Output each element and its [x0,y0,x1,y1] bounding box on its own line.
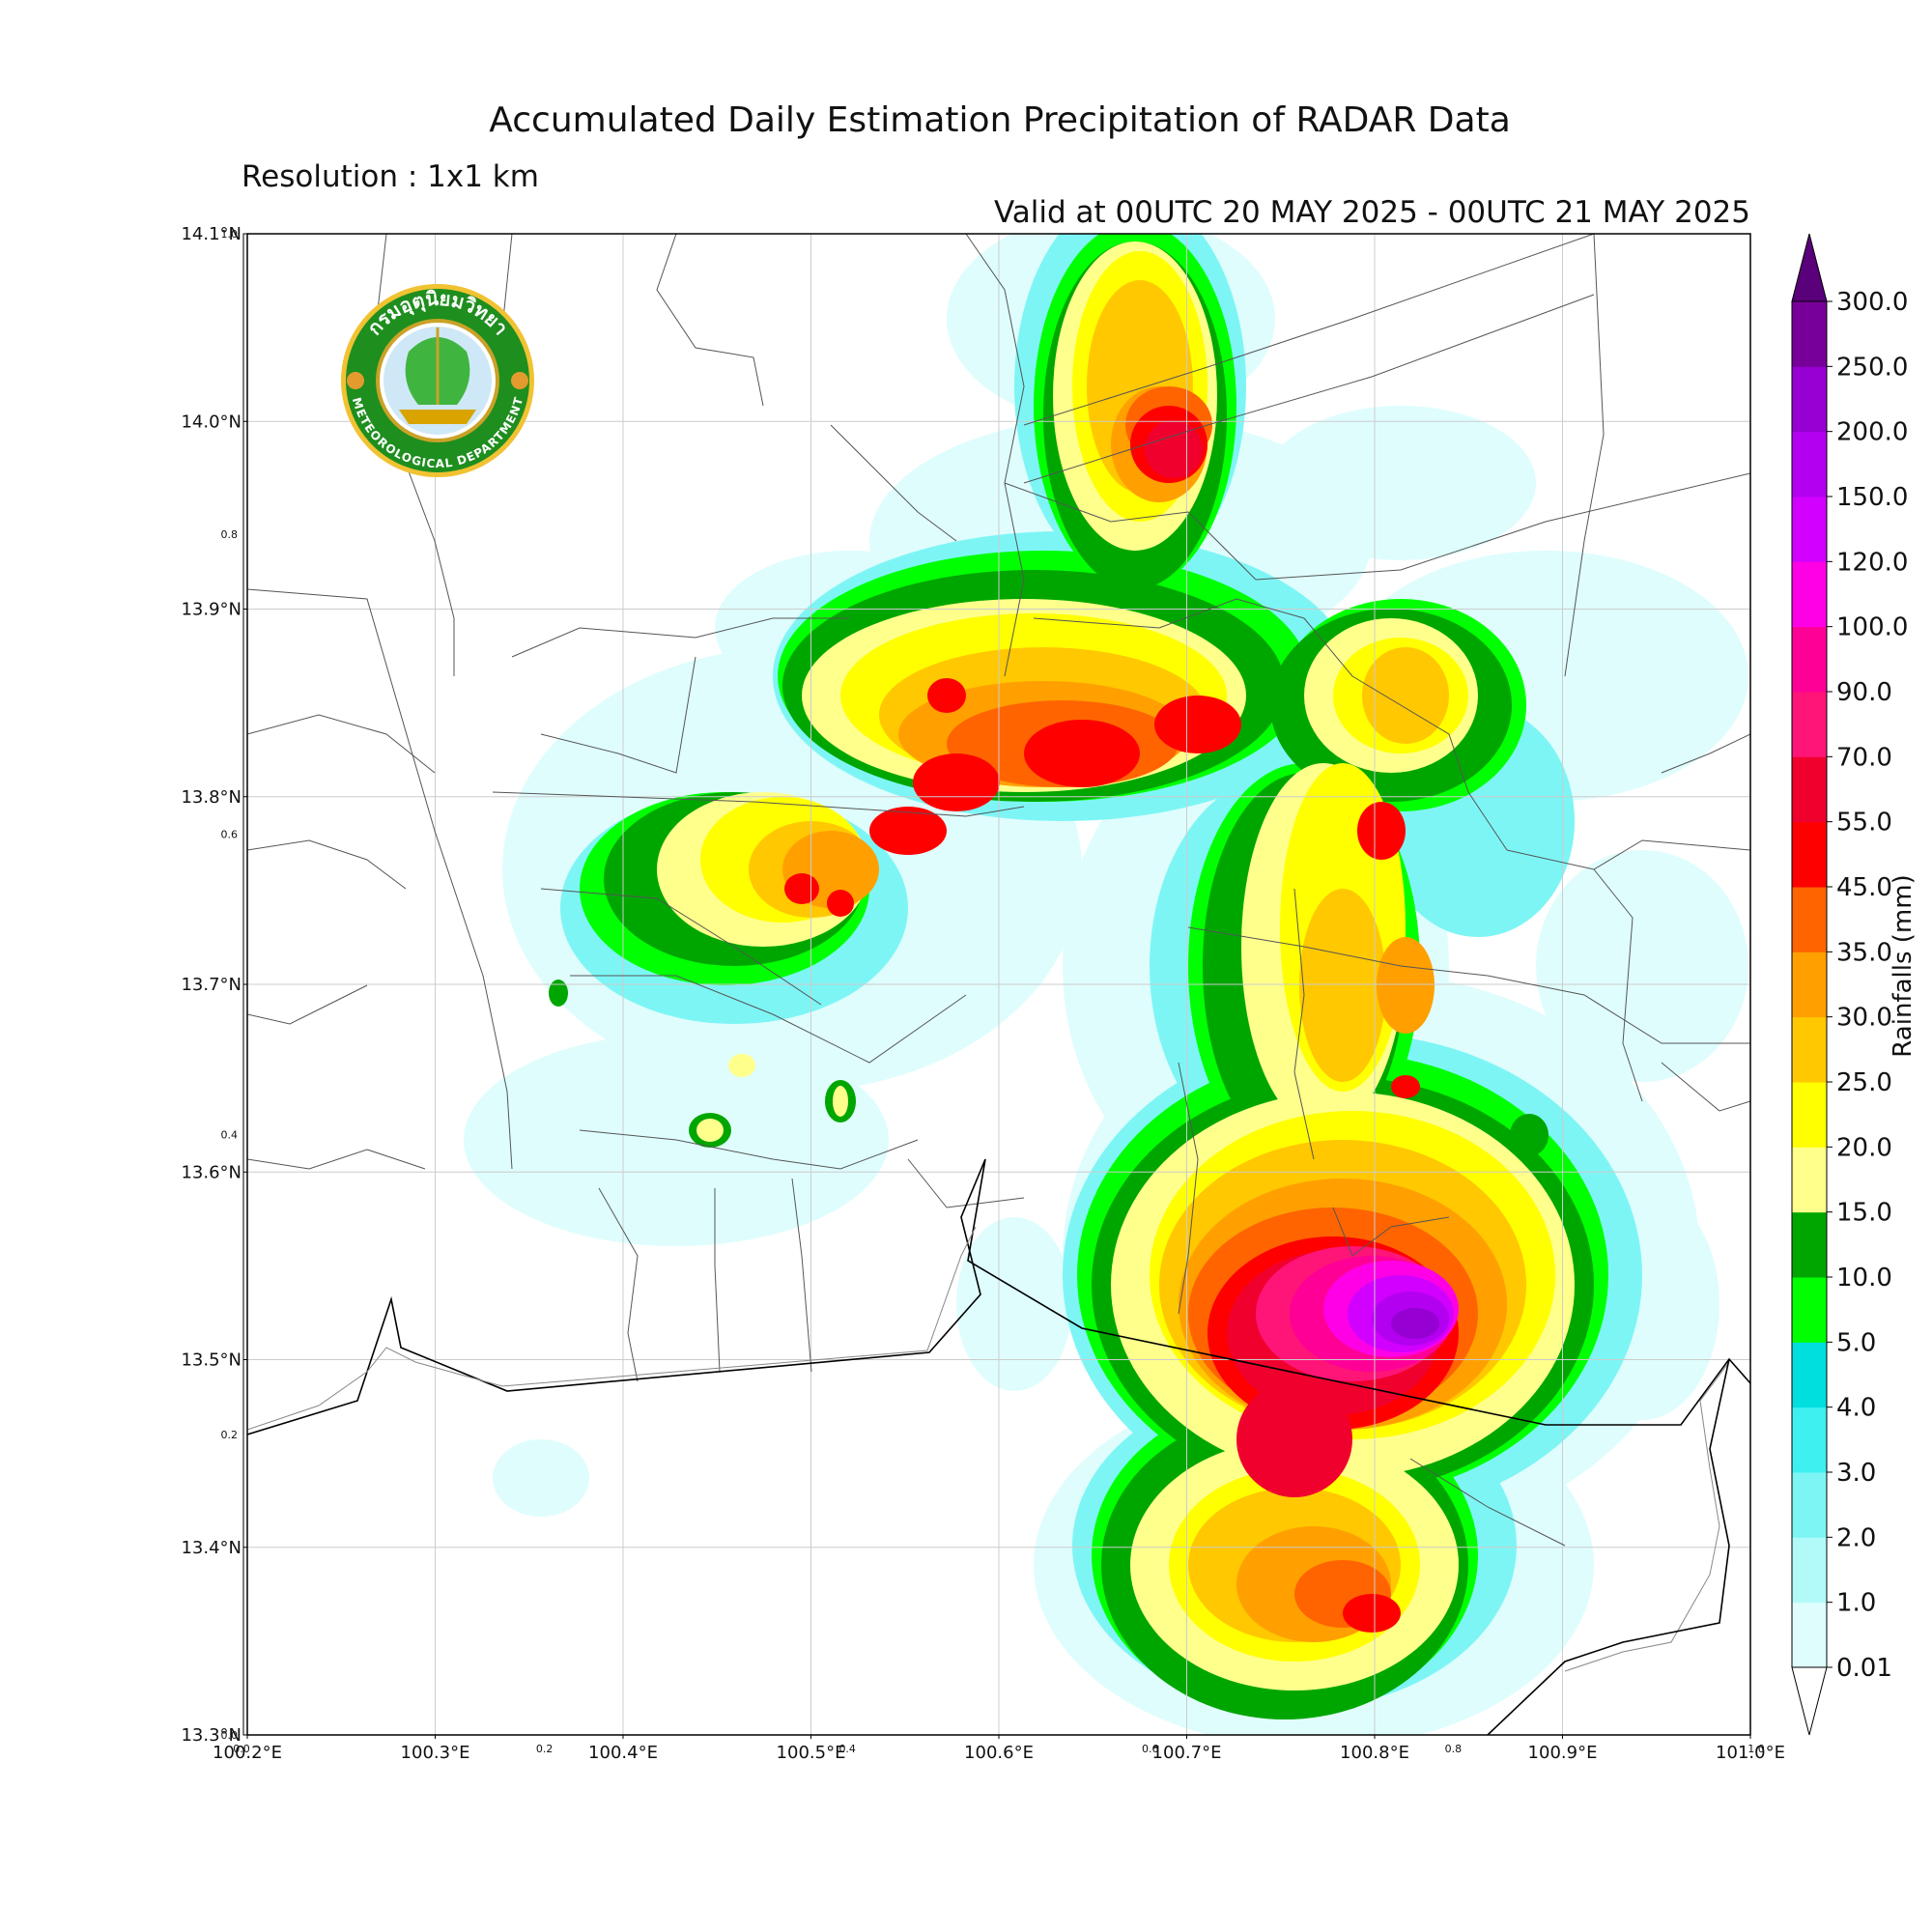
secondary-y-label: 0.4 [221,1128,239,1141]
lon-tick-label: 101.0°E [1716,1743,1785,1763]
left-ornament-icon [347,372,364,389]
colorbar-level-label: 2.0 [1836,1523,1876,1552]
colorbar-swatch [1792,626,1827,693]
resolution-label: Resolution : 1x1 km [242,159,539,194]
colorbar-extend-high [1791,233,1828,302]
secondary-y-label: 0.8 [221,528,239,541]
colorbar-level-label: 200.0 [1836,418,1908,447]
secondary-x-label: 1.0 [1747,1743,1765,1755]
lon-tick-label: 100.6°E [964,1743,1034,1763]
colorbar-swatch [1792,561,1827,628]
precipitation-field [464,234,1748,1735]
colorbar-level-label: 25.0 [1836,1068,1892,1097]
colorbar-level-label: 1.0 [1836,1589,1876,1618]
colorbar-swatch [1792,1602,1827,1668]
valid-time-label: Valid at 00UTC 20 MAY 2025 - 00UTC 21 MA… [993,195,1750,230]
colorbar-level-label: 250.0 [1836,353,1908,382]
colorbar-extend-low [1791,1666,1828,1736]
lon-tick-label: 100.8°E [1340,1743,1409,1763]
colorbar-swatch [1792,1147,1827,1213]
lat-tick-label: 13.7°N [181,975,242,995]
colorbar-swatch [1792,366,1827,433]
colorbar-swatch [1792,1082,1827,1148]
secondary-y-label: 0.2 [221,1429,239,1441]
lon-tick-label: 100.4°E [588,1743,658,1763]
colorbar-swatch [1792,1537,1827,1604]
colorbar-swatch [1792,692,1827,757]
colorbar-label: Rainfalls (mm) [1889,874,1918,1057]
colorbar-swatch [1792,301,1827,367]
colorbar-swatch [1792,1342,1827,1408]
secondary-y-label: 0.6 [221,829,239,841]
precip-band-200 [1391,1308,1439,1339]
lon-tick-label: 100.7°E [1152,1743,1222,1763]
colorbar-level-label: 15.0 [1836,1199,1892,1228]
lon-tick-label: 100.3°E [401,1743,470,1763]
colorbar-level-label: 30.0 [1836,1004,1892,1033]
colorbar-level-label: 20.0 [1836,1133,1892,1162]
colorbar-swatch [1792,1472,1827,1538]
colorbar-swatch [1792,756,1827,823]
colorbar-level-label: 45.0 [1836,873,1892,902]
lon-tick-label: 100.2°E [213,1743,282,1763]
secondary-x-label: 0.2 [536,1743,554,1755]
secondary-tick-labels: 0.0 0.2 0.4 0.6 0.8 1.0 1.0 0.8 0.6 0.4 0.2 0.0 [221,228,1765,1755]
colorbar-level-label: 100.0 [1836,613,1908,642]
lon-tick-label: 100.9°E [1528,1743,1598,1763]
lat-tick-label: 13.4°N [181,1538,242,1558]
colorbar-swatch [1792,431,1827,497]
colorbar-level-label: 5.0 [1836,1328,1876,1357]
secondary-x-label: 0.6 [1142,1743,1159,1755]
district-boundaries [247,234,1750,1547]
longitude-tick-labels: 100.2°E 100.3°E 100.4°E 100.5°E 100.6°E 100.7… [213,1735,1785,1763]
latitude-tick-labels: 14.1°N 14.0°N 13.9°N 13.8°N 13.7°N 13.6°N 13.5… [181,224,247,1746]
colorbar-swatch [1792,1016,1827,1083]
lat-tick-label: 13.8°N [181,787,242,808]
chart-title: Accumulated Daily Estimation Precipitati… [489,100,1511,140]
lat-tick-label: 13.3°N [181,1725,242,1746]
lat-tick-label: 13.5°N [181,1350,242,1371]
colorbar-swatch [1792,821,1827,888]
secondary-x-label: 0.4 [838,1743,856,1755]
colorbar-swatch [1792,497,1827,562]
lon-tick-label: 100.5°E [777,1743,846,1763]
colorbar: 0.01 1.0 2.0 3.0 4.0 5.0 10.0 15.0 20.0 25.0 30.0 3… [1791,233,1908,1736]
lat-tick-label: 14.0°N [181,412,242,432]
coastline [247,1158,1750,1735]
colorbar-level-label: 90.0 [1836,678,1892,707]
secondary-y-label: 1.0 [221,228,239,241]
right-ornament-icon [511,372,528,389]
colorbar-frame [1791,300,1828,1668]
colorbar-level-label: 35.0 [1836,938,1892,967]
colorbar-swatch [1792,1406,1827,1473]
colorbar-swatch [1792,952,1827,1018]
lat-tick-label: 13.6°N [181,1162,242,1182]
colorbar-level-label: 55.0 [1836,809,1892,838]
secondary-y-label: 0.0 [221,1729,239,1742]
colorbar-level-label: 0.01 [1836,1654,1892,1683]
colorbar-level-label: 150.0 [1836,483,1908,512]
colorbar-level-label: 300.0 [1836,288,1908,317]
colorbar-level-label: 70.0 [1836,743,1892,772]
colorbar-level-label: 120.0 [1836,548,1908,577]
lat-tick-label: 13.9°N [181,600,242,620]
colorbar-swatch [1792,887,1827,952]
tmd-logo: กรมอุตุนิยมวิทยา METEOROLOGICAL DEPARTME… [341,284,534,477]
secondary-x-label: 0.0 [233,1743,250,1755]
lat-tick-label: 14.1°N [181,224,242,244]
colorbar-level-label: 4.0 [1836,1394,1876,1423]
colorbar-level-label: 10.0 [1836,1264,1892,1293]
colorbar-level-label: 3.0 [1836,1459,1876,1488]
secondary-x-label: 0.8 [1445,1743,1463,1755]
colorbar-swatch [1792,1277,1827,1343]
colorbar-swatch [1792,1211,1827,1278]
